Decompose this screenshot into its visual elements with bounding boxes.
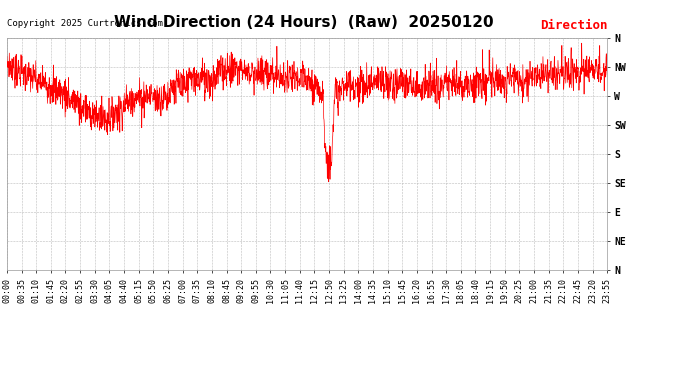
Text: Direction: Direction [540,19,607,32]
Text: Copyright 2025 Curtronics.com: Copyright 2025 Curtronics.com [7,19,163,28]
Text: Wind Direction (24 Hours)  (Raw)  20250120: Wind Direction (24 Hours) (Raw) 20250120 [114,15,493,30]
